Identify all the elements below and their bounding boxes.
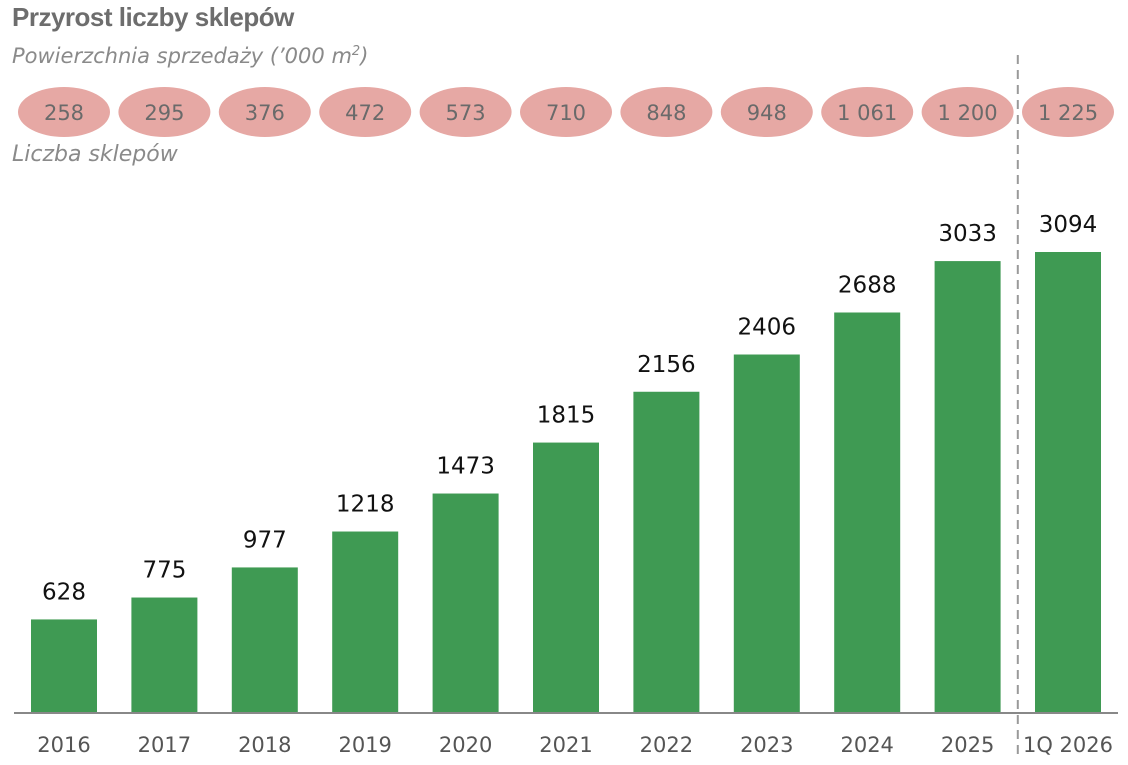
area-value-label: 376 [245, 101, 285, 125]
bar [31, 619, 97, 713]
x-tick-label: 2021 [539, 733, 592, 757]
bar-value-label: 3094 [1039, 212, 1098, 238]
area-value-label: 848 [646, 101, 686, 125]
x-tick-label: 2018 [238, 733, 291, 757]
x-tick-label: 1Q 2026 [1023, 733, 1113, 757]
chart-subtitle: Powierzchnia sprzedaży (’000 m2) [12, 44, 368, 68]
bar-value-label: 977 [243, 527, 287, 553]
chart-title: Przyrost liczby sklepów [12, 2, 294, 32]
x-tick-label: 2023 [740, 733, 793, 757]
area-bubble [720, 87, 813, 137]
bar [633, 391, 700, 713]
bar [1035, 252, 1101, 713]
area-bubble [18, 87, 110, 137]
area-value-label: 472 [345, 101, 385, 125]
area-bubble [520, 87, 612, 137]
area-value-label: 258 [44, 101, 84, 125]
bar-value-label: 2406 [738, 315, 797, 341]
bar [934, 261, 1001, 713]
area-bubble [118, 87, 211, 137]
subtitle-suffix: ) [360, 44, 369, 68]
area-value-label: 1 061 [837, 101, 897, 125]
bar [432, 493, 499, 713]
x-tick-label: 2022 [640, 733, 693, 757]
area-value-label: 573 [446, 101, 486, 125]
bar-value-label: 1815 [537, 403, 596, 429]
area-value-label: 1 225 [1038, 101, 1098, 125]
count-label: Liczba sklepów [12, 142, 178, 167]
area-bubble [620, 87, 713, 137]
subtitle-text: Powierzchnia sprzedaży (’000 m [12, 44, 352, 68]
bar [332, 531, 399, 713]
area-bubble [218, 87, 311, 137]
subtitle-superscript: 2 [351, 44, 361, 59]
bar-value-label: 1218 [336, 492, 395, 518]
bar [131, 597, 198, 713]
area-bubble [419, 87, 512, 137]
bar [733, 354, 800, 713]
area-value-label: 295 [144, 101, 184, 125]
bar-value-label: 775 [142, 558, 186, 584]
area-value-label: 948 [747, 101, 787, 125]
bar [533, 442, 599, 713]
bar-value-label: 3033 [938, 221, 997, 247]
x-tick-label: 2017 [138, 733, 191, 757]
x-tick-label: 2020 [439, 733, 492, 757]
x-tick-label: 2025 [941, 733, 994, 757]
bar [231, 567, 298, 713]
area-bubble [1022, 87, 1114, 137]
area-bubble [921, 87, 1014, 137]
bar-value-label: 2156 [637, 352, 696, 378]
area-bubble [319, 87, 412, 137]
x-tick-label: 2019 [338, 733, 391, 757]
bar-value-label: 2688 [838, 272, 897, 298]
bar-value-label: 1473 [436, 454, 495, 480]
area-bubble [821, 87, 914, 137]
bar [834, 312, 901, 713]
area-value-label: 710 [546, 101, 586, 125]
x-tick-label: 2016 [37, 733, 90, 757]
area-value-label: 1 200 [938, 101, 998, 125]
bar-value-label: 628 [42, 579, 86, 605]
x-tick-label: 2024 [840, 733, 893, 757]
